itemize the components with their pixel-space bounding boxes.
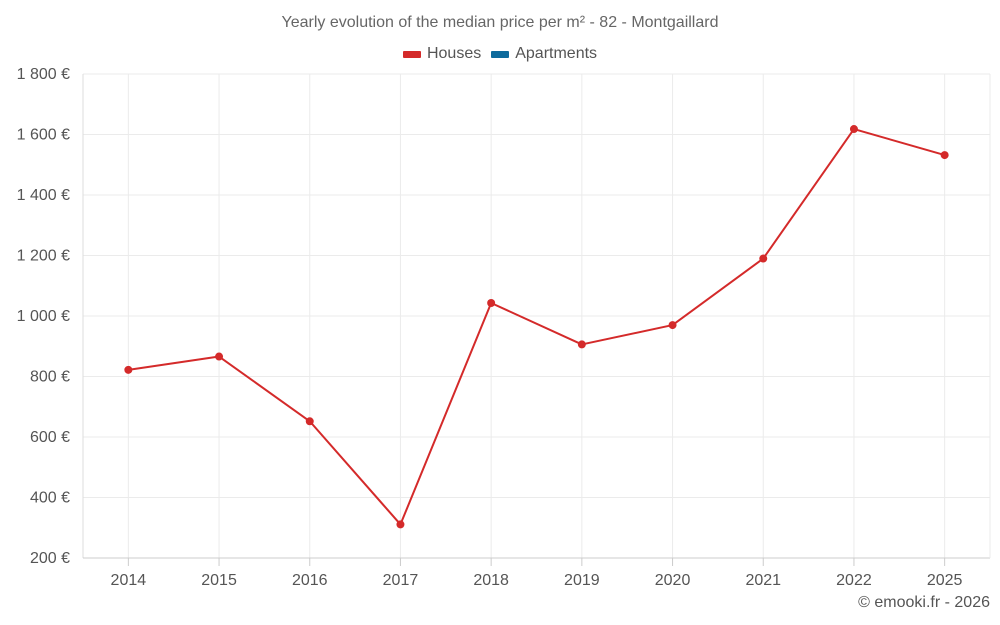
y-tick-label: 1 000 € xyxy=(17,308,70,325)
legend-swatch-houses xyxy=(402,50,421,58)
x-tick-label: 2015 xyxy=(201,572,237,589)
x-tick-label: 2025 xyxy=(927,572,963,589)
y-tick-label: 800 € xyxy=(30,369,70,386)
y-axis-tick-labels: 200 € 400 € 600 € 800 € 1 000 € 1 200 € 1 400 … xyxy=(17,66,70,567)
x-tick-label: 2017 xyxy=(383,572,419,589)
legend-label-apartments: Apartments xyxy=(515,45,598,62)
legend-label-houses: Houses xyxy=(426,45,482,62)
data-point-houses[interactable] xyxy=(668,321,677,330)
x-tick-label: 2020 xyxy=(655,572,691,589)
legend-swatch-apartments xyxy=(491,50,510,58)
data-point-houses[interactable] xyxy=(124,365,133,374)
grid-lines xyxy=(83,73,990,558)
x-tick-label: 2021 xyxy=(745,572,781,589)
y-tick-label: 1 200 € xyxy=(17,248,70,265)
x-tick-label: 2018 xyxy=(473,572,509,589)
y-tick-label: 200 € xyxy=(30,550,70,567)
data-point-houses[interactable] xyxy=(215,352,224,361)
axes xyxy=(82,74,991,566)
data-point-houses[interactable] xyxy=(577,340,586,349)
y-tick-label: 1 400 € xyxy=(17,187,70,204)
series-line-houses xyxy=(128,128,945,526)
data-point-houses[interactable] xyxy=(396,520,405,529)
data-point-houses[interactable] xyxy=(849,125,858,134)
x-tick-label: 2014 xyxy=(111,572,147,589)
chart-title: Yearly evolution of the median price per… xyxy=(281,14,719,31)
y-tick-label: 1 600 € xyxy=(17,127,70,144)
series-group xyxy=(124,125,949,529)
copyright-credit: © emooki.fr - 2026 xyxy=(858,594,990,611)
data-point-houses[interactable] xyxy=(305,417,314,426)
data-point-houses[interactable] xyxy=(487,298,496,307)
legend-item-houses[interactable]: Houses xyxy=(402,45,482,63)
y-tick-label: 400 € xyxy=(30,490,70,507)
legend-item-apartments[interactable]: Apartments xyxy=(491,45,597,63)
y-tick-label: 1 800 € xyxy=(17,66,70,83)
chart-legend: Houses Apartments xyxy=(0,45,1000,63)
y-tick-label: 600 € xyxy=(30,429,70,446)
data-point-houses[interactable] xyxy=(940,151,949,160)
data-point-houses[interactable] xyxy=(759,254,768,263)
x-tick-label: 2022 xyxy=(836,572,872,589)
x-tick-label: 2019 xyxy=(564,572,600,589)
x-tick-label: 2016 xyxy=(292,572,328,589)
x-axis-tick-labels: 2014 2015 2016 2017 2018 2019 2020 2021 2022 2025 xyxy=(111,572,963,589)
